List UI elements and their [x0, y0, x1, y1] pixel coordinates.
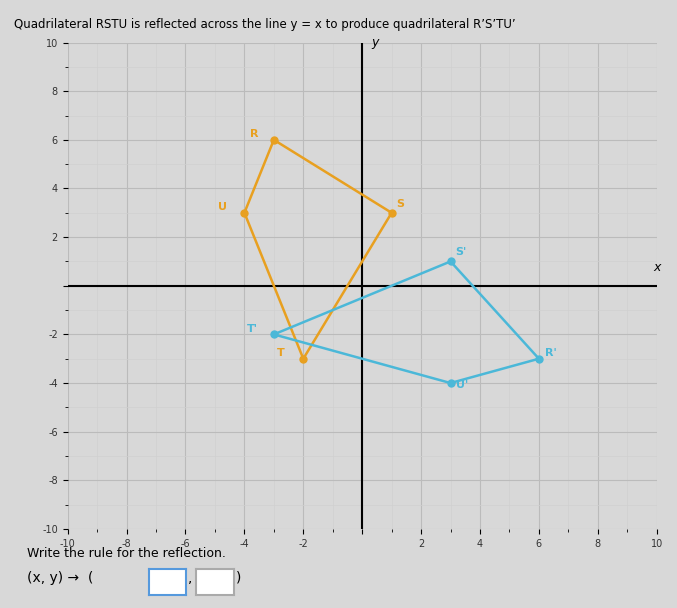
Text: S: S: [396, 199, 404, 209]
Text: Quadrilateral RSTU is reflected across the line y = x to produce quadrilateral R: Quadrilateral RSTU is reflected across t…: [14, 18, 515, 31]
Text: (x, y) →  (: (x, y) → (: [27, 570, 93, 585]
Text: ,: ,: [188, 570, 192, 585]
Text: R: R: [250, 130, 259, 139]
Text: U': U': [456, 380, 468, 390]
Text: y: y: [371, 36, 378, 49]
Text: R': R': [545, 348, 556, 358]
Text: S': S': [455, 247, 466, 257]
Text: T: T: [277, 348, 284, 358]
Text: Write the rule for the reflection.: Write the rule for the reflection.: [27, 547, 226, 560]
Text: U: U: [218, 202, 227, 212]
Text: x: x: [653, 261, 660, 274]
Text: ): ): [236, 570, 241, 585]
Text: T': T': [247, 324, 259, 334]
